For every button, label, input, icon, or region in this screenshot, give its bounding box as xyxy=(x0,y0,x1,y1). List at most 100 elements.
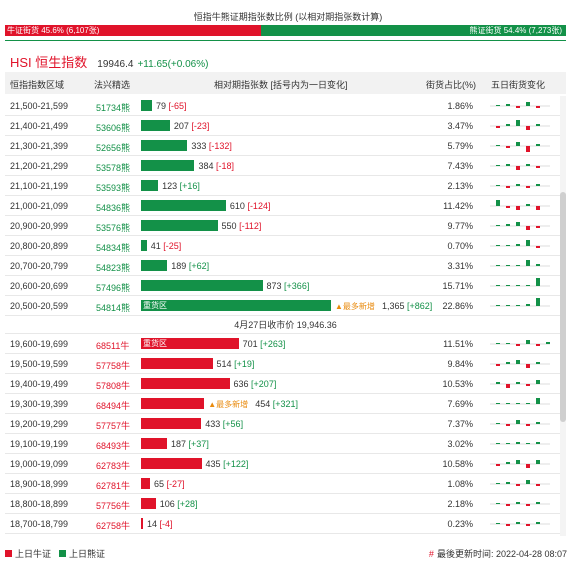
futures-value: 187 [+37] xyxy=(171,439,209,449)
warrant-code-link[interactable]: 57757牛 xyxy=(96,421,131,431)
warrant-code-link[interactable]: 53606熊 xyxy=(96,123,131,133)
warrant-code-link[interactable]: 53576熊 xyxy=(96,223,131,233)
futures-bar xyxy=(141,200,226,211)
sparkline-bar xyxy=(526,304,530,306)
warrant-code-link[interactable]: 53593熊 xyxy=(96,183,131,193)
outstanding-pct: 3.47% xyxy=(447,121,473,131)
futures-change: [+263] xyxy=(260,339,286,349)
futures-count: 207 xyxy=(173,121,192,131)
sparkline-bar xyxy=(516,344,520,346)
warrant-code-link[interactable]: 62781牛 xyxy=(96,481,131,491)
futures-bar xyxy=(141,220,218,231)
sparkline-bar xyxy=(526,164,530,166)
warrant-code-link[interactable]: 54834熊 xyxy=(96,243,131,253)
futures-value: 433 [+56] xyxy=(205,419,243,429)
sparkline-bar xyxy=(516,360,520,364)
header-pct: 街货占比(%) xyxy=(426,80,476,90)
futures-count: 433 xyxy=(205,419,223,429)
futures-value: 106 [+28] xyxy=(160,499,198,509)
warrant-code-link[interactable]: 54823熊 xyxy=(96,263,131,273)
futures-count: 384 xyxy=(198,161,216,171)
sparkline-bar xyxy=(496,483,500,484)
sparkline-bar xyxy=(526,464,530,468)
outstanding-pct: 22.86% xyxy=(442,301,473,311)
warrant-code-link[interactable]: 52656熊 xyxy=(96,143,131,153)
legend-bear-label: 上日熊证 xyxy=(69,549,106,559)
warrant-code-link[interactable]: 51734熊 xyxy=(96,103,131,113)
sparkline-bar xyxy=(536,184,540,186)
outstanding-pct: 0.23% xyxy=(447,519,473,529)
sparkline-bar xyxy=(526,524,530,526)
futures-change: [+28] xyxy=(177,499,198,509)
range-cell: 19,300-19,399 xyxy=(10,399,69,409)
sparkline-bar xyxy=(516,206,520,210)
sparkline-bar xyxy=(546,342,550,344)
table-header: 恒指指数区域 法兴精选 相对期指张数 [括号内为一日变化] 街货占比(%) 五日… xyxy=(5,72,566,94)
sparkline-bar xyxy=(506,104,510,106)
sparkline-bar xyxy=(506,343,510,344)
five-day-sparkline xyxy=(490,120,550,130)
index-header: HSI 恒生指数 19946.4 +11.65(+0.06%) xyxy=(10,52,208,71)
range-cell: 19,100-19,199 xyxy=(10,439,69,449)
warrant-code-link[interactable]: 57756牛 xyxy=(96,501,131,511)
sparkline-bar xyxy=(496,382,500,384)
warrant-code-link[interactable]: 68494牛 xyxy=(96,401,131,411)
futures-value: 79 [-65] xyxy=(156,101,187,111)
range-cell: 21,400-21,499 xyxy=(10,121,69,131)
five-day-sparkline xyxy=(490,298,550,307)
outstanding-pct: 3.02% xyxy=(447,439,473,449)
scrollbar[interactable] xyxy=(560,96,566,536)
heavy-zone-label: 重货区 xyxy=(143,339,167,348)
warrant-code-link[interactable]: 62758牛 xyxy=(96,521,131,531)
range-cell: 21,300-21,399 xyxy=(10,141,69,151)
sparkline-bar xyxy=(526,260,530,266)
futures-value: 454 [+321] xyxy=(255,399,298,409)
futures-bar xyxy=(141,398,205,409)
warrant-code-link[interactable]: 54814熊 xyxy=(96,303,131,313)
sparkline-bar xyxy=(516,305,520,306)
sparkline-bar xyxy=(496,225,500,226)
warrant-code-link[interactable]: 57496熊 xyxy=(96,283,131,293)
futures-count: 514 xyxy=(216,359,235,369)
outstanding-pct: 2.13% xyxy=(447,181,473,191)
futures-change: [-112] xyxy=(239,221,262,231)
futures-value: 610 [-124] xyxy=(230,201,271,211)
futures-value: 514 [+19] xyxy=(217,359,255,369)
futures-change: [+862] xyxy=(407,301,433,311)
warrant-code-link[interactable]: 57808牛 xyxy=(96,381,131,391)
sparkline-bar xyxy=(536,502,540,504)
five-day-sparkline xyxy=(490,240,550,248)
futures-bar xyxy=(141,120,170,131)
outstanding-pct: 9.84% xyxy=(447,359,473,369)
header-warrant: 法兴精选 xyxy=(94,80,131,90)
sparkline-bar xyxy=(516,420,520,424)
index-value: 19946.4 xyxy=(97,59,134,70)
futures-change: [+122] xyxy=(223,459,249,469)
table-row: 19,400-19,499 57808牛 636 [+207] 10.53% xyxy=(5,374,566,394)
sparkline-bar xyxy=(526,146,530,152)
outstanding-pct: 1.08% xyxy=(447,479,473,489)
heavy-zone-label: 重货区 xyxy=(143,301,167,310)
warrant-code-link[interactable]: 62783牛 xyxy=(96,461,131,471)
futures-value: 189 [+62] xyxy=(171,261,209,271)
scrollbar-thumb[interactable] xyxy=(560,192,566,422)
sparkline-bar xyxy=(516,166,520,170)
warrant-code-link[interactable]: 68493牛 xyxy=(96,441,131,451)
warrant-code-link[interactable]: 57758牛 xyxy=(96,361,131,371)
warrant-code-link[interactable]: 54836熊 xyxy=(96,203,131,213)
warrant-code-link[interactable]: 68511牛 xyxy=(96,341,130,351)
futures-bar xyxy=(141,418,202,429)
five-day-sparkline xyxy=(490,340,550,346)
outstanding-pct: 10.53% xyxy=(442,379,473,389)
sparkline-bar xyxy=(536,398,540,404)
sparkline-bar xyxy=(516,382,520,384)
sparkline-bar xyxy=(536,206,540,210)
table-row: 19,600-19,699 68511牛 重货区 701 [+263] 11.51% xyxy=(5,334,566,354)
sparkline-bar xyxy=(526,364,530,368)
futures-count: 454 xyxy=(255,399,273,409)
range-cell: 20,600-20,699 xyxy=(10,281,69,291)
sparkline-bar xyxy=(526,226,530,230)
warrant-code-link[interactable]: 53578熊 xyxy=(96,163,131,173)
bull-swatch-icon xyxy=(5,550,12,557)
five-day-sparkline xyxy=(490,380,550,388)
